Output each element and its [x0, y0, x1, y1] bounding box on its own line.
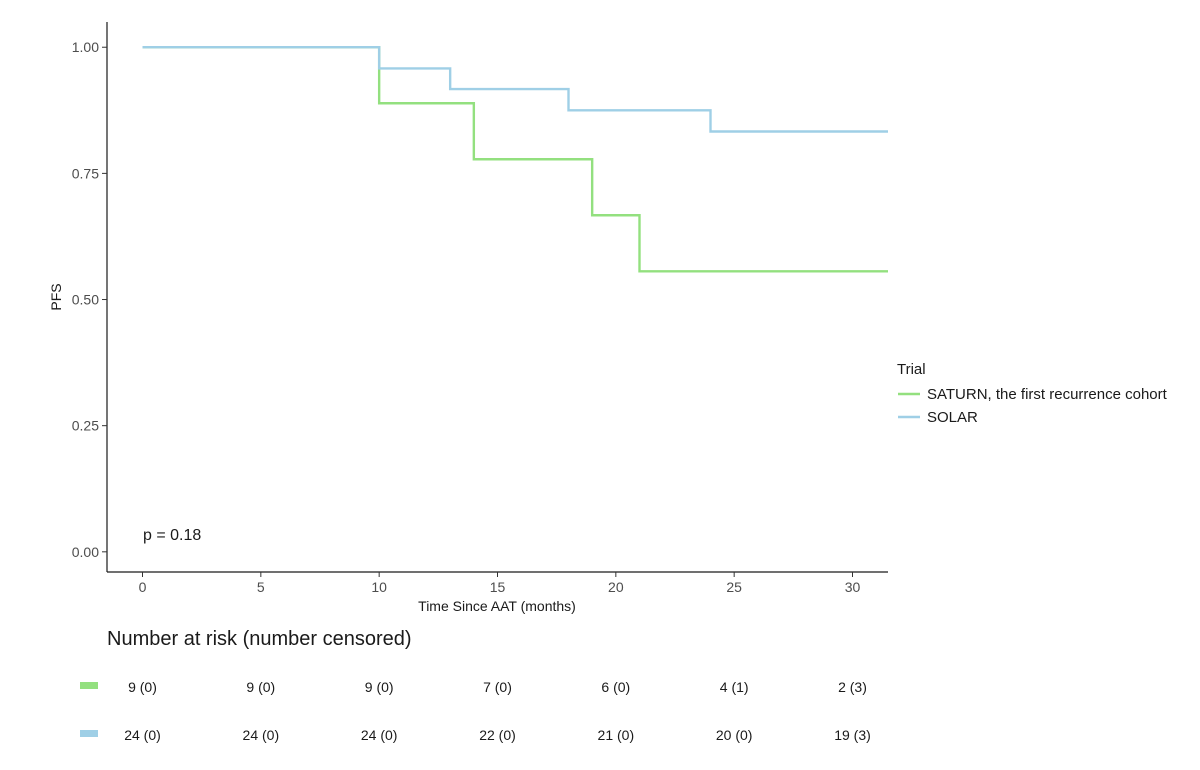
- x-axis-title: Time Since AAT (months): [418, 598, 576, 614]
- risk-cell: 9 (0): [128, 679, 157, 695]
- risk-cell: 6 (0): [601, 679, 630, 695]
- risk-row-key: [80, 730, 98, 737]
- series-line-solar: [142, 46, 888, 133]
- risk-row-key: [80, 682, 98, 689]
- x-tick-label: 0: [139, 579, 147, 595]
- x-tick-label: 10: [371, 579, 387, 595]
- y-axis-title: PFS: [48, 283, 64, 310]
- legend: Trial SATURN, the first recurrence cohor…: [897, 361, 1168, 426]
- risk-cell: 9 (0): [365, 679, 394, 695]
- series-lines: [142, 46, 888, 273]
- y-tick-label: 0.25: [72, 418, 99, 434]
- x-tick-label: 15: [490, 579, 506, 595]
- series-line-saturn: [142, 46, 888, 273]
- axes: 0 5 10 15 20 25 30 0.00 0.25 0.50 0.75 1.00: [72, 22, 888, 595]
- risk-cell: 2 (3): [838, 679, 867, 695]
- risk-cell: 22 (0): [479, 727, 516, 743]
- risk-cell: 24 (0): [243, 727, 280, 743]
- y-tick-label: 0.75: [72, 165, 99, 181]
- x-tick-label: 25: [726, 579, 742, 595]
- x-tick-label: 20: [608, 579, 624, 595]
- risk-cell: 21 (0): [598, 727, 635, 743]
- risk-cell: 4 (1): [720, 679, 749, 695]
- risk-cell: 7 (0): [483, 679, 512, 695]
- y-tick-label: 0.00: [72, 544, 99, 560]
- x-tick-label: 30: [845, 579, 861, 595]
- legend-title: Trial: [897, 361, 926, 378]
- risk-cell: 24 (0): [361, 727, 398, 743]
- y-tick-label: 0.50: [72, 292, 99, 308]
- risk-cell: 24 (0): [124, 727, 161, 743]
- risk-cell: 19 (3): [834, 727, 871, 743]
- y-tick-label: 1.00: [72, 39, 99, 55]
- risk-table: Number at risk (number censored) 9 (0) 9 …: [80, 628, 871, 743]
- risk-table-title: Number at risk (number censored): [107, 628, 412, 650]
- x-tick-label: 5: [257, 579, 265, 595]
- legend-label: SATURN, the first recurrence cohort: [927, 386, 1168, 403]
- risk-cell: 9 (0): [246, 679, 275, 695]
- p-value-annotation: p = 0.18: [143, 527, 201, 544]
- risk-cell: 20 (0): [716, 727, 753, 743]
- legend-label: SOLAR: [927, 409, 978, 426]
